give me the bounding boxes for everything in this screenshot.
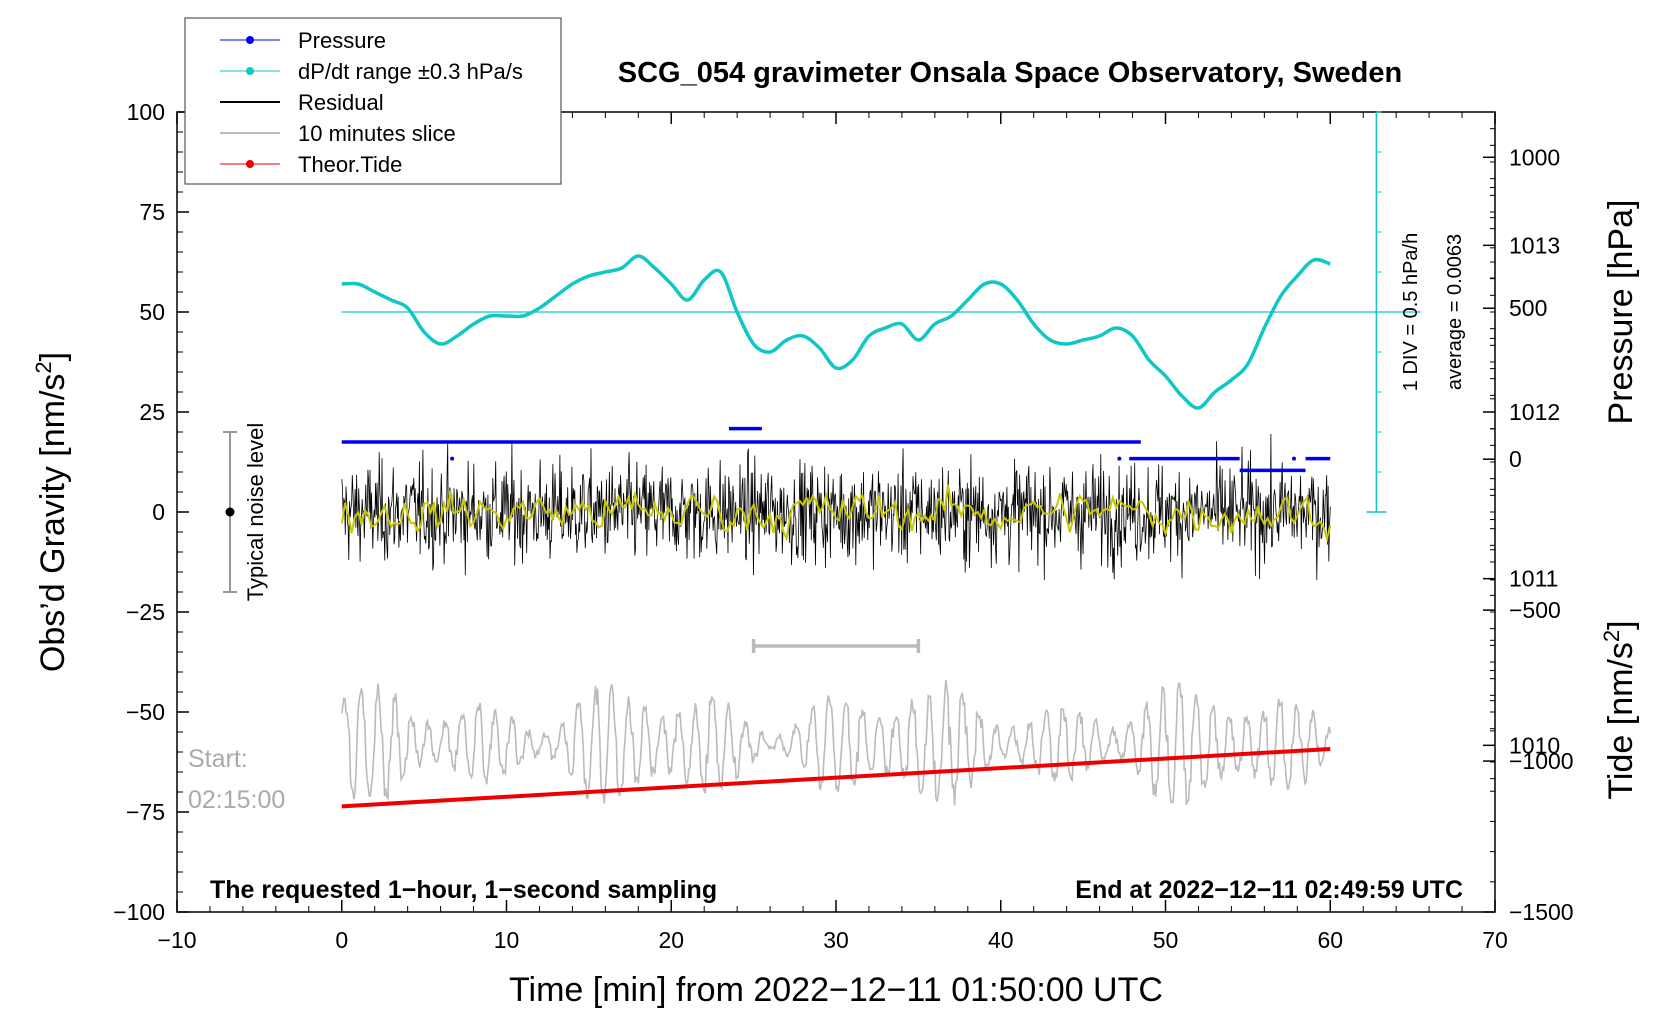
- tide-tick-label: −1500: [1509, 899, 1574, 925]
- tide-tick-label: 500: [1509, 295, 1547, 321]
- y-tick-label: −75: [126, 799, 165, 825]
- noise-label: Typical noise level: [243, 423, 268, 602]
- legend-entry-residual: Residual: [220, 90, 384, 115]
- y-tick-label: −50: [126, 699, 165, 725]
- y-tick-label: −100: [113, 899, 165, 925]
- residual-line: [341, 433, 1331, 581]
- x-tick-label: 0: [335, 927, 348, 953]
- legend-label-dpdt: dP/dt range ±0.3 hPa/s: [298, 59, 523, 84]
- dpdt-line: [341, 254, 1331, 410]
- pressure-tick-label: 1011: [1509, 566, 1558, 592]
- x-tick-label: 20: [658, 927, 684, 953]
- legend-label-residual: Residual: [298, 90, 384, 115]
- tide-tick-label: 1000: [1509, 144, 1560, 170]
- slice-line: [341, 679, 1332, 806]
- y-axis-label-gravity-sup: 2: [31, 361, 56, 373]
- axis-ticks: −10 0 10 20 30 40 50 60 70−100−75−50−25025507510…: [113, 99, 1573, 953]
- tide-tick-label: −500: [1509, 597, 1561, 623]
- x-tick-label: 50: [1153, 927, 1179, 953]
- pressure-point: [1292, 456, 1297, 461]
- y-axis-label-pressure: Pressure [hPa]: [1602, 200, 1640, 425]
- y-axis-label-tide-sup: 2: [1599, 630, 1624, 642]
- x-tick-label: 70: [1482, 927, 1508, 953]
- pressure-point: [1117, 456, 1122, 461]
- residual-smoothed-line: [340, 484, 1332, 543]
- pressure-point: [450, 456, 455, 461]
- average-label: average = 0.0063: [1444, 234, 1466, 390]
- y-tick-label: 0: [152, 499, 165, 525]
- y-axis-label-tide-close: ]: [1602, 620, 1640, 629]
- footer-left: The requested 1−hour, 1−second sampling: [210, 876, 717, 904]
- legend-label-slice: 10 minutes slice: [298, 121, 456, 146]
- noise-dot: [225, 507, 235, 517]
- y-axis-label-gravity: Obs’d Gravity [nm/s2]: [31, 352, 72, 672]
- legend: Pressure dP/dt range ±0.3 hPa/s Residual…: [184, 17, 562, 185]
- data-layer: [340, 111, 1421, 809]
- legend-marker-dpdt: [246, 67, 254, 75]
- y-tick-label: 25: [139, 399, 165, 425]
- x-tick-label: 60: [1317, 927, 1343, 953]
- legend-entry-dpdt: dP/dt range ±0.3 hPa/s: [220, 59, 523, 84]
- x-tick-label: −10: [157, 927, 196, 953]
- x-tick-label: 40: [988, 927, 1014, 953]
- footer-right: End at 2022−12−11 02:49:59 UTC: [1075, 876, 1463, 904]
- start-time: 02:15:00: [188, 786, 285, 814]
- y-axis-label-tide-main: Tide [nm/s: [1602, 642, 1640, 799]
- y-axis-label-gravity-close: ]: [34, 352, 72, 361]
- legend-entry-tide: Theor.Tide: [220, 152, 402, 177]
- pressure-tick-label: 1013: [1509, 232, 1560, 258]
- y-axis-label-tide: Tide [nm/s2]: [1599, 620, 1640, 799]
- y-tick-label: 100: [127, 99, 165, 125]
- legend-label-pressure: Pressure: [298, 28, 386, 53]
- noise-level-indicator: Typical noise level: [223, 423, 268, 602]
- tide-tick-label: 0: [1509, 446, 1522, 472]
- chart-title: SCG_054 gravimeter Onsala Space Observat…: [618, 57, 1402, 89]
- start-label: Start:: [188, 745, 248, 773]
- x-tick-label: 10: [494, 927, 520, 953]
- legend-marker-tide: [246, 160, 254, 168]
- y-axis-label-gravity-main: Obs’d Gravity [nm/s: [34, 374, 72, 673]
- y-tick-label: 50: [139, 299, 165, 325]
- y-tick-label: 75: [139, 199, 165, 225]
- x-axis-label: Time [min] from 2022−12−11 01:50:00 UTC: [509, 971, 1163, 1009]
- legend-entry-pressure: Pressure: [220, 28, 386, 53]
- legend-label-tide: Theor.Tide: [298, 152, 402, 177]
- y-tick-label: −25: [126, 599, 165, 625]
- x-tick-label: 30: [823, 927, 849, 953]
- legend-marker-pressure: [246, 36, 254, 44]
- div-label: 1 DIV = 0.5 hPa/h: [1400, 233, 1422, 391]
- tide-line: [341, 746, 1331, 809]
- legend-entry-slice: 10 minutes slice: [220, 121, 456, 146]
- pressure-tick-label: 1010: [1509, 732, 1560, 758]
- tide-tick-label: −1000: [1509, 748, 1574, 774]
- pressure-tick-label: 1012: [1509, 399, 1560, 425]
